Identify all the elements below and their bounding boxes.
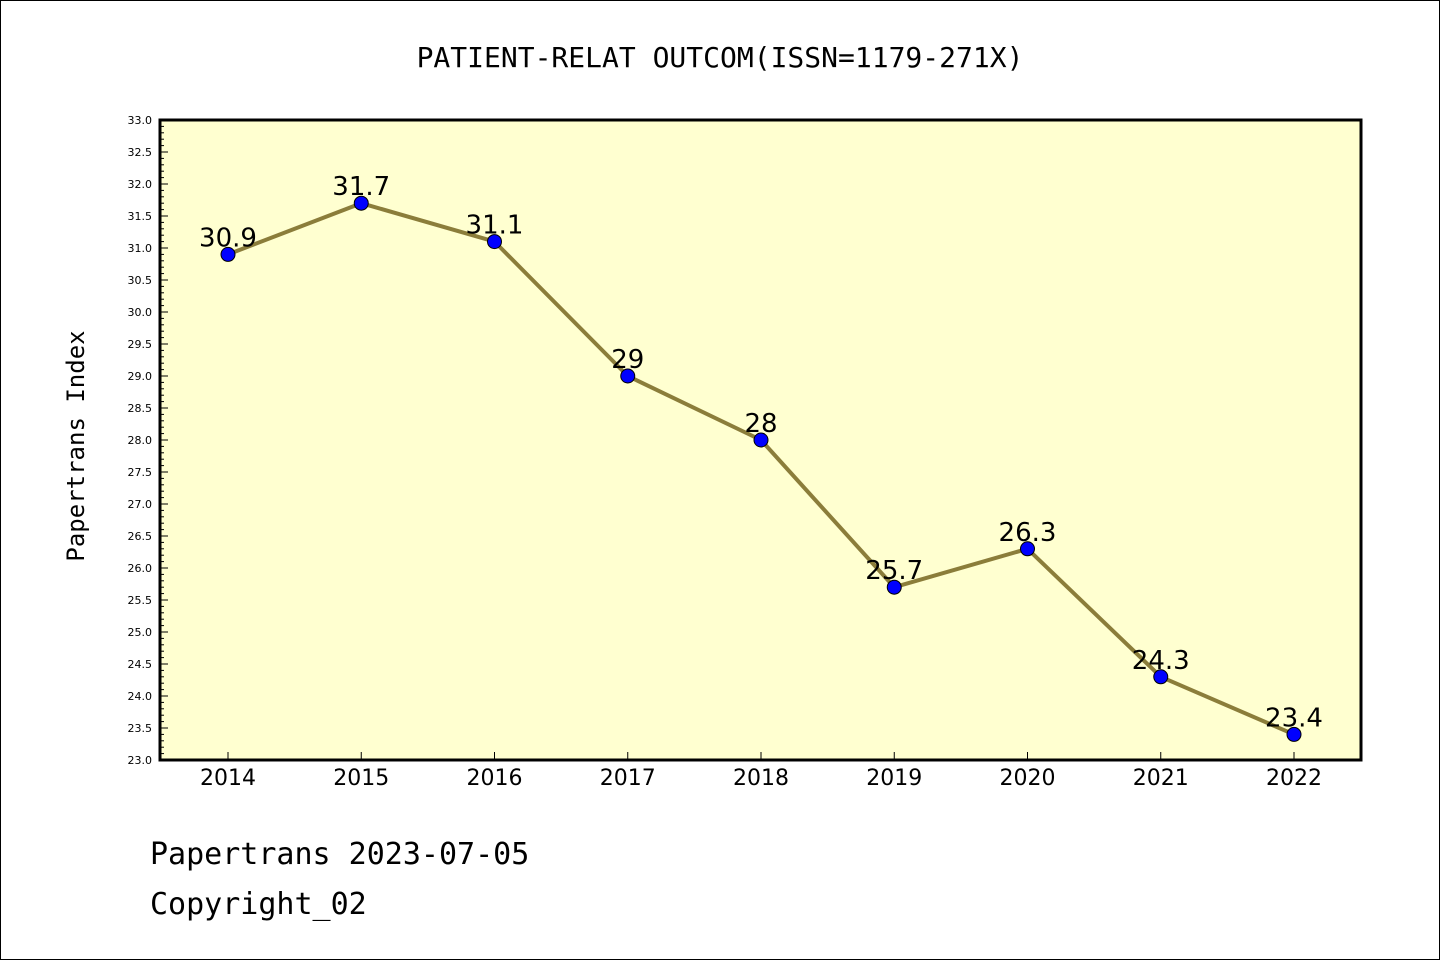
y-tick-label: 33.0 bbox=[128, 114, 153, 127]
y-tick-label: 29.5 bbox=[128, 338, 153, 351]
x-tick-label: 2022 bbox=[1266, 766, 1322, 791]
y-tick-label: 28.0 bbox=[128, 434, 153, 447]
data-label: 23.4 bbox=[1265, 703, 1323, 733]
x-tick-label: 2020 bbox=[1000, 766, 1056, 791]
data-label: 26.3 bbox=[999, 518, 1057, 548]
data-label: 29 bbox=[611, 345, 644, 375]
y-tick-label: 25.0 bbox=[128, 626, 153, 639]
y-tick-label: 25.5 bbox=[128, 594, 153, 607]
data-point bbox=[620, 368, 636, 384]
data-point bbox=[1020, 541, 1035, 557]
y-tick-label: 28.5 bbox=[128, 402, 153, 415]
data-point bbox=[353, 195, 369, 211]
y-tick-label: 31.0 bbox=[128, 242, 153, 255]
data-label: 25.7 bbox=[865, 556, 923, 586]
y-tick-label: 27.5 bbox=[128, 466, 153, 479]
data-label: 24.3 bbox=[1132, 646, 1190, 676]
x-tick-label: 2016 bbox=[467, 766, 523, 791]
x-tick-label: 2014 bbox=[200, 766, 256, 791]
x-tick-label: 2017 bbox=[600, 766, 656, 791]
y-tick-label: 24.0 bbox=[128, 690, 153, 703]
chart-title: PATIENT-RELAT OUTCOM(ISSN=1179-271X) bbox=[417, 41, 1024, 74]
x-tick-label: 2021 bbox=[1133, 766, 1189, 791]
y-axis-label: Papertrans Index bbox=[62, 330, 90, 561]
x-axis: 2014 2015 2016 2017 2018 2019 2020 2021 2022 bbox=[200, 752, 1322, 791]
x-tick-label: 2018 bbox=[733, 766, 789, 791]
y-tick-label: 30.0 bbox=[128, 306, 153, 319]
y-tick-label: 32.5 bbox=[128, 146, 153, 159]
y-tick-label: 23.5 bbox=[128, 722, 153, 735]
y-tick-label: 31.5 bbox=[128, 210, 153, 223]
y-tick-label: 29.0 bbox=[128, 370, 153, 383]
data-label: 31.7 bbox=[332, 172, 390, 202]
data-point bbox=[487, 234, 502, 250]
y-tick-label: 24.5 bbox=[128, 658, 153, 671]
data-labels: 30.9 31.7 31.1 29 28 25.7 26.3 24.3 23.4 bbox=[199, 172, 1323, 733]
series-markers bbox=[220, 195, 1302, 742]
data-point bbox=[220, 246, 236, 262]
data-point bbox=[1286, 726, 1302, 742]
x-tick-label: 2019 bbox=[866, 766, 922, 791]
data-label: 31.1 bbox=[466, 211, 524, 241]
data-label: 28 bbox=[744, 409, 777, 439]
y-tick-label: 23.0 bbox=[128, 754, 153, 767]
y-tick-label: 32.0 bbox=[128, 178, 153, 191]
data-label: 30.9 bbox=[199, 223, 257, 253]
data-point bbox=[753, 432, 769, 448]
data-point bbox=[1153, 669, 1169, 685]
y-tick-label: 27.0 bbox=[128, 498, 153, 511]
y-tick-label: 30.5 bbox=[128, 274, 153, 287]
footer-copyright: Copyright_02 bbox=[150, 887, 367, 922]
data-point bbox=[886, 579, 902, 595]
x-tick-label: 2015 bbox=[333, 766, 389, 791]
plot-border bbox=[158, 118, 1363, 762]
footer-date: Papertrans 2023-07-05 bbox=[150, 837, 529, 872]
y-tick-label: 26.5 bbox=[128, 530, 153, 543]
y-tick-label: 26.0 bbox=[128, 562, 153, 575]
